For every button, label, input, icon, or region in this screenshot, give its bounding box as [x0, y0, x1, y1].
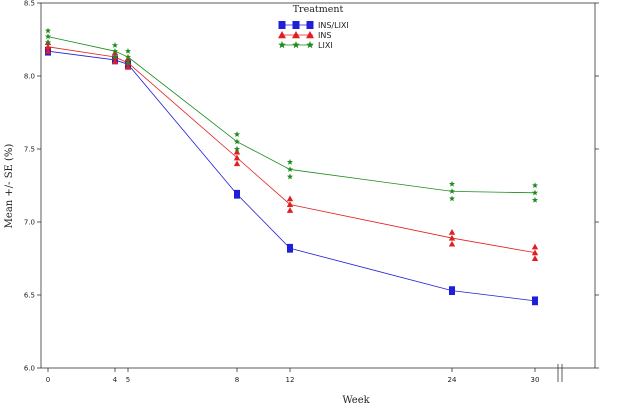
error-bar-lower [531, 196, 539, 203]
y-tick-label: 6.0 [24, 365, 35, 373]
series-ins [44, 39, 539, 262]
x-tick-label: 12 [286, 376, 295, 384]
y-tick-label: 8.5 [24, 0, 35, 8]
error-bar-upper [44, 27, 52, 34]
y-tick-label: 6.5 [24, 292, 35, 300]
error-bar-lower [124, 59, 132, 66]
error-bar-lower [111, 58, 119, 64]
y-tick-label: 7.0 [24, 219, 35, 227]
y-tick-label: 8.0 [24, 73, 35, 81]
x-tick-label: 4 [113, 376, 118, 384]
data-point [233, 138, 241, 145]
error-bar-upper [531, 182, 539, 189]
legend-label: INS [318, 31, 331, 40]
x-axis: 0 4 5 8 12 24 30 [46, 364, 563, 384]
legend-item: INS/LIXI [278, 21, 349, 30]
legend-marker [306, 31, 314, 39]
x-axis-title: Week [342, 395, 370, 406]
legend-marker [278, 31, 286, 39]
error-bar-lower [286, 173, 294, 180]
legend-marker [278, 41, 286, 49]
error-bar-upper [531, 243, 539, 250]
y-axis: 6.0 6.5 7.0 7.5 8.0 8.5 [24, 0, 599, 373]
error-bar-upper [233, 131, 241, 137]
error-bar-upper [233, 148, 241, 155]
data-point [44, 43, 52, 50]
y-axis-title: Mean +/- SE (%) [4, 144, 15, 229]
x-tick-label: 8 [235, 376, 239, 384]
error-bar-lower [286, 207, 294, 213]
error-bar-upper [448, 180, 456, 187]
legend-label: LIXI [318, 41, 333, 50]
error-bar-lower [124, 64, 132, 70]
legend-marker [292, 21, 300, 29]
error-bar-upper [286, 195, 294, 202]
data-point [44, 33, 52, 40]
data-point [286, 201, 294, 208]
error-bar-lower [448, 240, 456, 247]
data-point [233, 154, 241, 161]
data-point [234, 189, 240, 199]
x-tick-label: 0 [46, 376, 50, 384]
data-point [531, 189, 539, 196]
data-point [448, 188, 456, 194]
x-tick-label: 30 [531, 376, 540, 384]
error-bar-upper [111, 42, 119, 48]
data-point [448, 234, 456, 241]
legend-item: INS [278, 31, 331, 40]
series-line [47, 46, 536, 254]
error-bar-lower [44, 47, 52, 54]
x-tick-label: 5 [126, 376, 130, 384]
data-point [124, 53, 132, 60]
series-lixi [44, 27, 539, 203]
error-bar-lower [111, 53, 119, 60]
series-layer [44, 27, 539, 306]
legend-marker [292, 41, 300, 49]
data-point [287, 243, 293, 253]
data-point [532, 296, 538, 306]
error-bar-upper [448, 229, 456, 235]
x-tick-label: 24 [448, 376, 457, 384]
data-point [286, 166, 294, 173]
data-point [449, 286, 455, 295]
error-bar-lower [44, 39, 52, 46]
error-bar-lower [233, 160, 241, 167]
legend-label: INS/LIXI [318, 21, 349, 30]
legend-marker [278, 21, 286, 29]
error-bar-upper [286, 158, 294, 165]
legend-item: LIXI [278, 41, 333, 50]
error-bar-lower [531, 255, 539, 262]
legend-marker [292, 31, 300, 39]
legend-marker [306, 41, 314, 49]
data-point [531, 249, 539, 256]
data-point [111, 47, 119, 54]
legend-marker [306, 21, 314, 29]
plot-frame [40, 2, 596, 369]
error-bar-lower [448, 195, 456, 202]
y-tick-label: 7.5 [24, 146, 35, 154]
legend-title: Treatment [293, 4, 344, 15]
error-bar-upper [124, 47, 132, 54]
error-bar-lower [233, 145, 241, 152]
